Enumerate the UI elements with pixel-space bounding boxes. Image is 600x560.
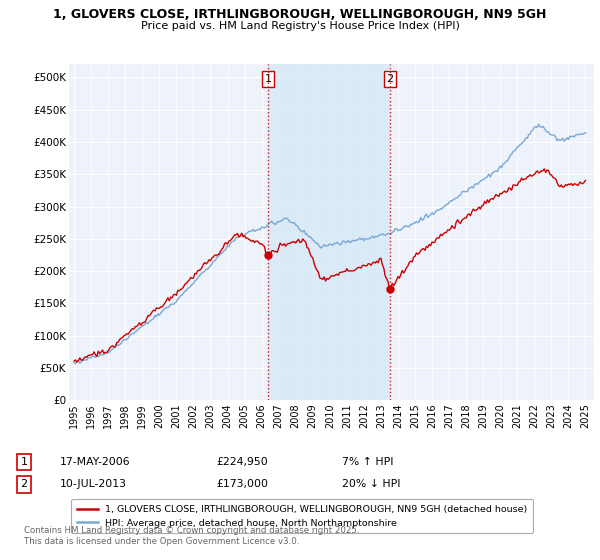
Text: Price paid vs. HM Land Registry's House Price Index (HPI): Price paid vs. HM Land Registry's House … [140, 21, 460, 31]
Text: 1: 1 [20, 457, 28, 467]
Text: £224,950: £224,950 [216, 457, 268, 467]
Text: 2: 2 [386, 74, 394, 84]
Text: £173,000: £173,000 [216, 479, 268, 489]
Text: 2: 2 [20, 479, 28, 489]
Text: 1, GLOVERS CLOSE, IRTHLINGBOROUGH, WELLINGBOROUGH, NN9 5GH: 1, GLOVERS CLOSE, IRTHLINGBOROUGH, WELLI… [53, 8, 547, 21]
Text: 1: 1 [265, 74, 272, 84]
Bar [268, 64, 390, 400]
Text: 17-MAY-2006: 17-MAY-2006 [60, 457, 131, 467]
Text: Contains HM Land Registry data © Crown copyright and database right 2025.
This d: Contains HM Land Registry data © Crown c… [24, 526, 359, 546]
Text: 7% ↑ HPI: 7% ↑ HPI [342, 457, 394, 467]
Legend: 1, GLOVERS CLOSE, IRTHLINGBOROUGH, WELLINGBOROUGH, NN9 5GH (detached house), HPI: 1, GLOVERS CLOSE, IRTHLINGBOROUGH, WELLI… [71, 499, 533, 533]
Text: 20% ↓ HPI: 20% ↓ HPI [342, 479, 401, 489]
Text: 10-JUL-2013: 10-JUL-2013 [60, 479, 127, 489]
